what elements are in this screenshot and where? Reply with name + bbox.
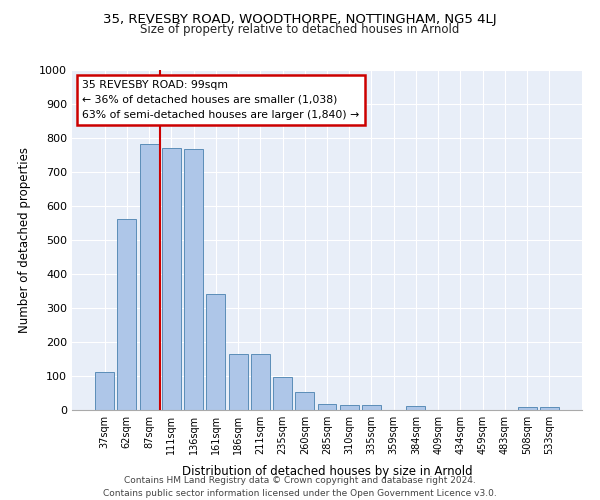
Bar: [95, 372, 114, 410]
Bar: [540, 408, 559, 410]
Text: 35 REVESBY ROAD: 99sqm
← 36% of detached houses are smaller (1,038)
63% of semi-: 35 REVESBY ROAD: 99sqm ← 36% of detached…: [82, 80, 359, 120]
Bar: [118, 219, 136, 410]
Bar: [229, 354, 248, 410]
Bar: [317, 404, 337, 410]
Bar: [251, 354, 270, 410]
Bar: [295, 392, 314, 410]
Bar: [406, 406, 425, 410]
Text: Size of property relative to detached houses in Arnold: Size of property relative to detached ho…: [140, 24, 460, 36]
Bar: [362, 405, 381, 410]
Bar: [273, 377, 292, 410]
Text: Contains HM Land Registry data © Crown copyright and database right 2024.
Contai: Contains HM Land Registry data © Crown c…: [103, 476, 497, 498]
Bar: [518, 408, 536, 410]
Bar: [140, 144, 158, 410]
Bar: [206, 294, 225, 410]
Bar: [162, 148, 181, 410]
X-axis label: Distribution of detached houses by size in Arnold: Distribution of detached houses by size …: [182, 466, 472, 478]
Y-axis label: Number of detached properties: Number of detached properties: [18, 147, 31, 333]
Bar: [184, 148, 203, 410]
Text: 35, REVESBY ROAD, WOODTHORPE, NOTTINGHAM, NG5 4LJ: 35, REVESBY ROAD, WOODTHORPE, NOTTINGHAM…: [103, 12, 497, 26]
Bar: [340, 405, 359, 410]
